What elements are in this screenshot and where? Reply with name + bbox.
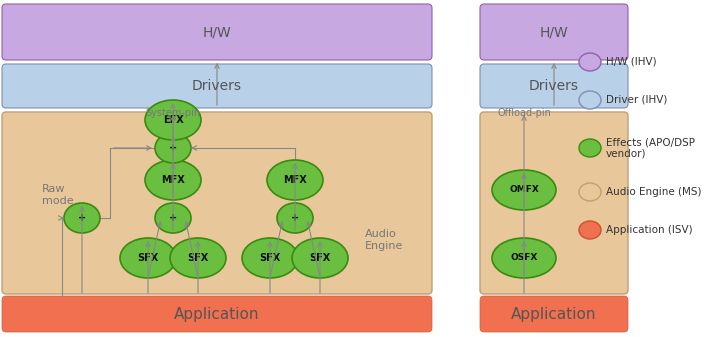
Text: Application: Application (174, 306, 260, 321)
Text: SFX: SFX (309, 253, 330, 263)
Ellipse shape (242, 238, 298, 278)
Text: H/W: H/W (540, 25, 569, 39)
Ellipse shape (145, 100, 201, 140)
Text: +: + (78, 213, 86, 223)
FancyBboxPatch shape (480, 64, 628, 108)
Text: H/W (IHV): H/W (IHV) (606, 57, 657, 67)
FancyBboxPatch shape (2, 64, 432, 108)
Text: H/W: H/W (202, 25, 231, 39)
Ellipse shape (155, 203, 191, 233)
Text: MFX: MFX (161, 175, 185, 185)
Text: Application: Application (511, 306, 597, 321)
Text: System-pin: System-pin (146, 108, 200, 118)
FancyBboxPatch shape (2, 112, 432, 294)
Text: SFX: SFX (259, 253, 281, 263)
Ellipse shape (579, 91, 601, 109)
Text: SFX: SFX (137, 253, 159, 263)
Ellipse shape (579, 53, 601, 71)
Text: Driver (IHV): Driver (IHV) (606, 95, 667, 105)
FancyBboxPatch shape (2, 4, 432, 60)
Text: Application (ISV): Application (ISV) (606, 225, 693, 235)
Text: Drivers: Drivers (529, 79, 579, 93)
Text: EFX: EFX (162, 115, 183, 125)
Text: Offload-pin: Offload-pin (497, 108, 551, 118)
Text: +: + (169, 213, 177, 223)
Ellipse shape (492, 238, 556, 278)
Text: Audio
Engine: Audio Engine (365, 229, 404, 251)
Ellipse shape (492, 170, 556, 210)
Text: +: + (291, 213, 299, 223)
Text: +: + (169, 143, 177, 153)
Text: Raw
mode: Raw mode (42, 184, 74, 206)
Ellipse shape (267, 160, 323, 200)
Text: OMFX: OMFX (509, 185, 539, 194)
Ellipse shape (170, 238, 226, 278)
Ellipse shape (155, 133, 191, 163)
Text: SFX: SFX (187, 253, 209, 263)
Ellipse shape (579, 183, 601, 201)
Ellipse shape (145, 160, 201, 200)
Ellipse shape (579, 139, 601, 157)
Ellipse shape (120, 238, 176, 278)
FancyBboxPatch shape (2, 296, 432, 332)
Ellipse shape (277, 203, 313, 233)
Text: Effects (APO/DSP
vendor): Effects (APO/DSP vendor) (606, 137, 695, 159)
Text: OSFX: OSFX (510, 253, 538, 263)
FancyBboxPatch shape (480, 296, 628, 332)
Ellipse shape (579, 221, 601, 239)
Ellipse shape (64, 203, 100, 233)
Text: MFX: MFX (283, 175, 307, 185)
FancyBboxPatch shape (480, 112, 628, 294)
FancyBboxPatch shape (480, 4, 628, 60)
Text: Drivers: Drivers (192, 79, 242, 93)
Ellipse shape (292, 238, 348, 278)
Text: Audio Engine (MS): Audio Engine (MS) (606, 187, 701, 197)
